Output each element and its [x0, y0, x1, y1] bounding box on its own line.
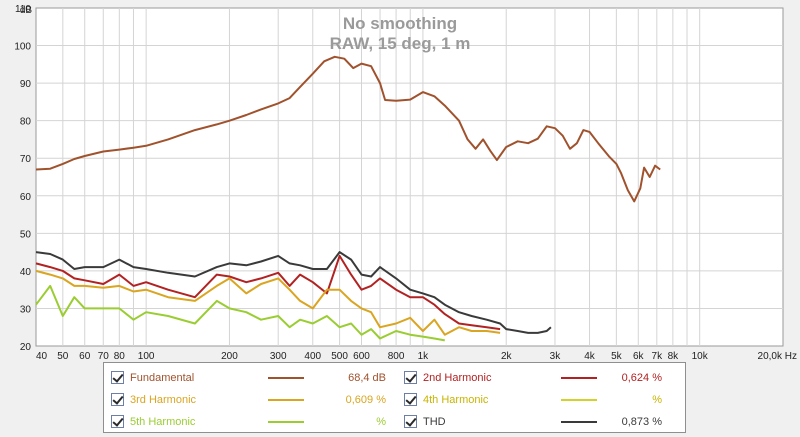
- series-line-2nd-harmonic: [35, 254, 501, 331]
- legend: Fundamental 68,4 dB 2nd Harmonic 0,624 %…: [103, 362, 686, 433]
- x-tick-label: 5k: [611, 351, 623, 362]
- series-line-3rd-harmonic: [35, 269, 501, 336]
- 3rd-harmonic-checkbox[interactable]: [111, 393, 124, 406]
- x-tick-label: 70: [98, 351, 110, 362]
- x-tick-label: 3k: [550, 351, 562, 362]
- legend-item-fundamental: Fundamental 68,4 dB: [111, 367, 396, 389]
- 4th-harmonic-value: %: [652, 394, 662, 406]
- chart-title: No smoothing: [343, 14, 457, 33]
- fundamental-label: Fundamental: [130, 372, 195, 384]
- 3rd-harmonic-value: 0,609 %: [345, 394, 386, 406]
- x-tick-label: 40: [36, 351, 48, 362]
- y-tick-label: 60: [20, 192, 32, 203]
- fundamental-value: 68,4 dB: [348, 372, 386, 384]
- 5th-harmonic-swatch: [268, 421, 304, 423]
- x-tick-label: 6k: [633, 351, 645, 362]
- 2nd-harmonic-checkbox[interactable]: [404, 371, 417, 384]
- y-tick-label: 40: [20, 267, 32, 278]
- grid: [36, 8, 783, 346]
- x-tick-label: 80: [114, 351, 126, 362]
- legend-item-3rd-harmonic: 3rd Harmonic 0,609 %: [111, 389, 396, 411]
- x-tick-label: 600: [353, 351, 370, 362]
- x-tick-label: 60: [79, 351, 91, 362]
- y-tick-label: 110: [15, 4, 31, 15]
- x-tick-label: 100: [138, 351, 155, 362]
- plot-area: [35, 7, 784, 347]
- y-tick-label: 100: [14, 42, 31, 53]
- thd-label: THD: [423, 416, 446, 428]
- y-axis-label: dB: [20, 5, 33, 16]
- x-tick-label: 500: [331, 351, 348, 362]
- x-tick-label: 300: [270, 351, 287, 362]
- 2nd-harmonic-value: 0,624 %: [621, 372, 662, 384]
- legend-row: 3rd Harmonic 0,609 % 4th Harmonic %: [104, 389, 685, 411]
- y-tick-label: 20: [20, 342, 32, 353]
- 4th-harmonic-swatch: [561, 399, 597, 401]
- x-tick-label: 10k: [692, 351, 709, 362]
- x-tick-label: 800: [388, 351, 405, 362]
- x-tick-label: 200: [221, 351, 238, 362]
- 3rd-harmonic-swatch: [268, 399, 304, 401]
- legend-row: 5th Harmonic % THD 0,873 %: [104, 411, 685, 433]
- chart-subtitle: RAW, 15 deg, 1 m: [330, 34, 471, 53]
- thd-value: 0,873 %: [621, 416, 662, 428]
- 3rd-harmonic-label: 3rd Harmonic: [130, 394, 197, 406]
- y-tick-label: 90: [20, 79, 32, 90]
- legend-item-4th-harmonic: 4th Harmonic %: [404, 389, 684, 411]
- series-line-fundamental: [35, 55, 661, 203]
- x-tick-label: 4k: [584, 351, 596, 362]
- x-tick-label: 8k: [668, 351, 680, 362]
- series-layer: [35, 55, 661, 342]
- 4th-harmonic-checkbox[interactable]: [404, 393, 417, 406]
- y-tick-label: 50: [20, 229, 32, 240]
- y-tick-label: 70: [20, 154, 32, 165]
- x-tick-label: 2k: [501, 351, 513, 362]
- legend-item-thd: THD 0,873 %: [404, 411, 684, 433]
- x-tick-label: 400: [304, 351, 321, 362]
- thd-checkbox[interactable]: [404, 415, 417, 428]
- y-tick-label: 30: [20, 304, 32, 315]
- 5th-harmonic-checkbox[interactable]: [111, 415, 124, 428]
- series-line-thd: [35, 251, 552, 334]
- fundamental-checkbox[interactable]: [111, 371, 124, 384]
- x-tick-label: 1k: [418, 351, 430, 362]
- y-tick-label: 80: [20, 117, 32, 128]
- x-tick-label: 50: [57, 351, 69, 362]
- 4th-harmonic-label: 4th Harmonic: [423, 394, 489, 406]
- fundamental-swatch: [268, 377, 304, 379]
- thd-swatch: [561, 421, 597, 423]
- 2nd-harmonic-label: 2nd Harmonic: [423, 372, 492, 384]
- 2nd-harmonic-swatch: [561, 377, 597, 379]
- 5th-harmonic-label: 5th Harmonic: [130, 416, 196, 428]
- legend-item-2nd-harmonic: 2nd Harmonic 0,624 %: [404, 367, 684, 389]
- legend-item-5th-harmonic: 5th Harmonic %: [111, 411, 396, 433]
- x-tick-label: 7k: [652, 351, 664, 362]
- x-tick-label: 20,0k Hz: [758, 351, 797, 362]
- series-line-5th-harmonic: [35, 284, 445, 342]
- legend-row: Fundamental 68,4 dB 2nd Harmonic 0,624 %: [104, 367, 685, 389]
- tick-layer: 20 30 40 50 60 70 80 90 100 110 40 50 60 70 80 100 200 30…: [14, 4, 797, 362]
- 5th-harmonic-value: %: [376, 416, 386, 428]
